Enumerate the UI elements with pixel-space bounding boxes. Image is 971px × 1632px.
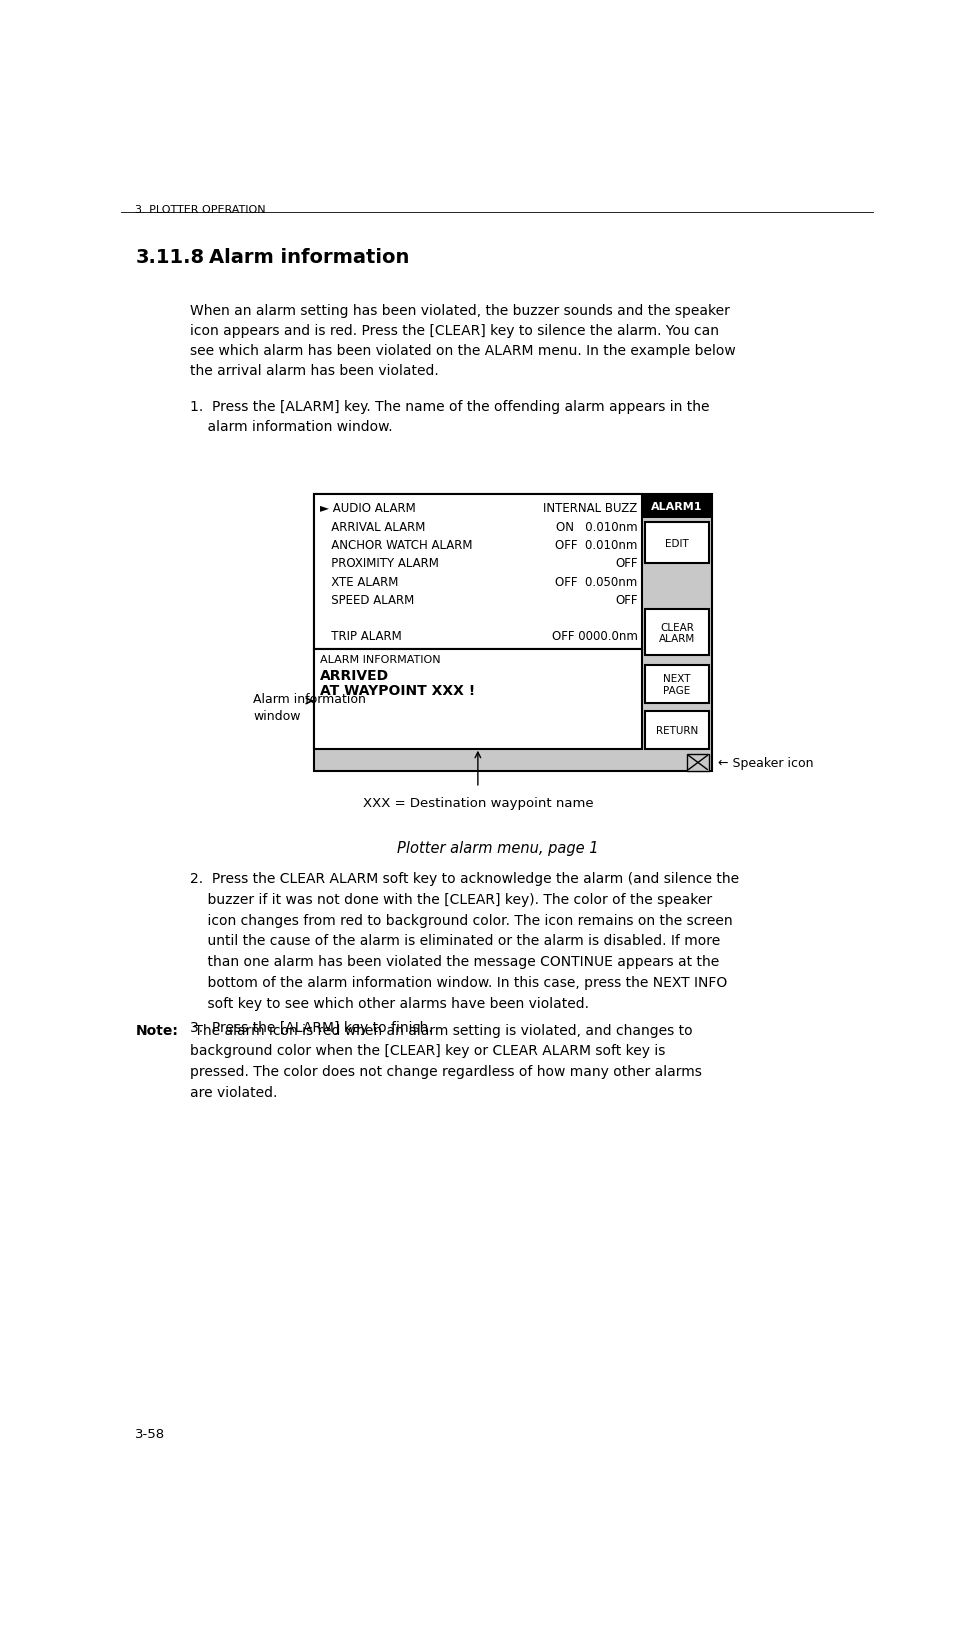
Text: Note:: Note: (135, 1023, 179, 1036)
Text: ARRIVED: ARRIVED (319, 669, 389, 682)
Text: When an alarm setting has been violated, the buzzer sounds and the speaker: When an alarm setting has been violated,… (189, 304, 729, 318)
Text: 3.  Press the [ALARM] key to finish.: 3. Press the [ALARM] key to finish. (189, 1020, 432, 1035)
Bar (646, 610, 709, 656)
Text: bottom of the alarm information window. In this case, press the NEXT INFO: bottom of the alarm information window. … (189, 976, 727, 989)
Bar (646, 522, 709, 563)
Text: ANCHOR WATCH ALARM: ANCHOR WATCH ALARM (319, 539, 472, 552)
Text: XTE ALARM: XTE ALARM (319, 574, 398, 588)
Text: ALARM1: ALARM1 (652, 501, 703, 512)
Text: Alarm information: Alarm information (209, 248, 410, 268)
Text: ALARM INFORMATION: ALARM INFORMATION (319, 654, 441, 664)
Text: RETURN: RETURN (656, 726, 698, 736)
Text: the arrival alarm has been violated.: the arrival alarm has been violated. (189, 364, 438, 377)
Text: Plotter alarm menu, page 1: Plotter alarm menu, page 1 (397, 840, 598, 855)
Text: INTERNAL BUZZ: INTERNAL BUZZ (544, 503, 638, 516)
Text: soft key to see which other alarms have been violated.: soft key to see which other alarms have … (189, 996, 588, 1010)
Text: icon appears and is red. Press the [CLEAR] key to silence the alarm. You can: icon appears and is red. Press the [CLEA… (189, 323, 719, 338)
Bar (642, 494, 712, 519)
Text: OFF 0000.0nm: OFF 0000.0nm (552, 630, 638, 643)
Bar (314, 494, 712, 772)
Text: NEXT
PAGE: NEXT PAGE (663, 674, 690, 695)
Text: than one alarm has been violated the message CONTINUE appears at the: than one alarm has been violated the mes… (189, 955, 719, 968)
Bar (646, 666, 709, 703)
Text: OFF  0.010nm: OFF 0.010nm (555, 539, 638, 552)
Text: ON   0.010nm: ON 0.010nm (556, 521, 638, 534)
Text: 3-58: 3-58 (135, 1426, 165, 1439)
Text: CLEAR
ALARM: CLEAR ALARM (659, 622, 695, 643)
Bar (687, 754, 709, 772)
Text: SPEED ALARM: SPEED ALARM (319, 594, 414, 607)
Text: The alarm icon is red when an alarm setting is violated, and changes to: The alarm icon is red when an alarm sett… (189, 1023, 692, 1036)
Bar (314, 494, 642, 650)
Text: TRIP ALARM: TRIP ALARM (319, 630, 402, 643)
Text: XXX = Destination waypoint name: XXX = Destination waypoint name (362, 796, 593, 809)
Text: EDIT: EDIT (665, 539, 689, 548)
Text: ← Speaker icon: ← Speaker icon (719, 757, 814, 769)
Bar (646, 712, 709, 749)
Text: 1.  Press the [ALARM] key. The name of the offending alarm appears in the: 1. Press the [ALARM] key. The name of th… (189, 400, 709, 415)
Text: are violated.: are violated. (189, 1085, 277, 1100)
Text: ARRIVAL ALARM: ARRIVAL ALARM (319, 521, 425, 534)
Text: AT WAYPOINT XXX !: AT WAYPOINT XXX ! (319, 684, 475, 698)
Text: Alarm information: Alarm information (253, 692, 366, 705)
Text: 3.11.8: 3.11.8 (135, 248, 205, 268)
Text: OFF: OFF (615, 594, 638, 607)
Text: icon changes from red to background color. The icon remains on the screen: icon changes from red to background colo… (189, 912, 732, 927)
Text: ► AUDIO ALARM: ► AUDIO ALARM (319, 503, 416, 516)
Text: OFF  0.050nm: OFF 0.050nm (555, 574, 638, 588)
Text: background color when the [CLEAR] key or CLEAR ALARM soft key is: background color when the [CLEAR] key or… (189, 1044, 665, 1058)
Text: OFF: OFF (615, 557, 638, 570)
Text: see which alarm has been violated on the ALARM menu. In the example below: see which alarm has been violated on the… (189, 344, 735, 357)
Bar (314, 650, 642, 749)
Text: buzzer if it was not done with the [CLEAR] key). The color of the speaker: buzzer if it was not done with the [CLEA… (189, 893, 712, 906)
Text: PROXIMITY ALARM: PROXIMITY ALARM (319, 557, 439, 570)
Text: 3. PLOTTER OPERATION: 3. PLOTTER OPERATION (135, 206, 266, 215)
Text: 2.  Press the CLEAR ALARM soft key to acknowledge the alarm (and silence the: 2. Press the CLEAR ALARM soft key to ack… (189, 871, 739, 886)
Text: window: window (253, 710, 301, 721)
Text: pressed. The color does not change regardless of how many other alarms: pressed. The color does not change regar… (189, 1064, 701, 1079)
Text: until the cause of the alarm is eliminated or the alarm is disabled. If more: until the cause of the alarm is eliminat… (189, 934, 720, 948)
Text: alarm information window.: alarm information window. (189, 419, 392, 434)
